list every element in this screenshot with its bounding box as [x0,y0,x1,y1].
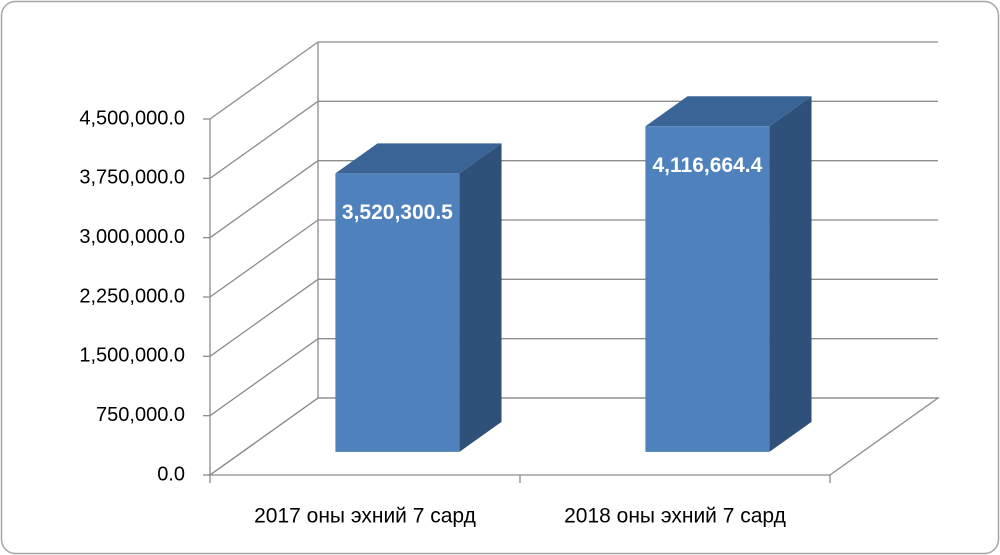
bar [335,173,460,452]
x-tick-label: 2017 оны эхний 7 сард [254,505,476,528]
bar-side [459,143,502,452]
y-tick-label: 0.0 [157,463,185,485]
y-tick-label: 4,500,000.0 [79,107,185,129]
y-tick-label: 1,500,000.0 [79,345,185,367]
bar [645,126,770,452]
y-tick-label: 3,750,000.0 [79,167,185,189]
bar-top [335,143,502,174]
bar-top [645,96,812,127]
y-tick-label: 3,000,000.0 [79,226,185,248]
grid-line [209,41,938,120]
bar-side [769,96,812,452]
y-tick-label: 2,250,000.0 [79,285,185,307]
y-tick-label: 750,000.0 [96,404,185,426]
x-tick-label: 2018 оны эхний 7 сард [564,505,786,528]
value-label: 3,520,300.5 [342,201,453,224]
value-label: 4,116,664.4 [653,154,763,177]
